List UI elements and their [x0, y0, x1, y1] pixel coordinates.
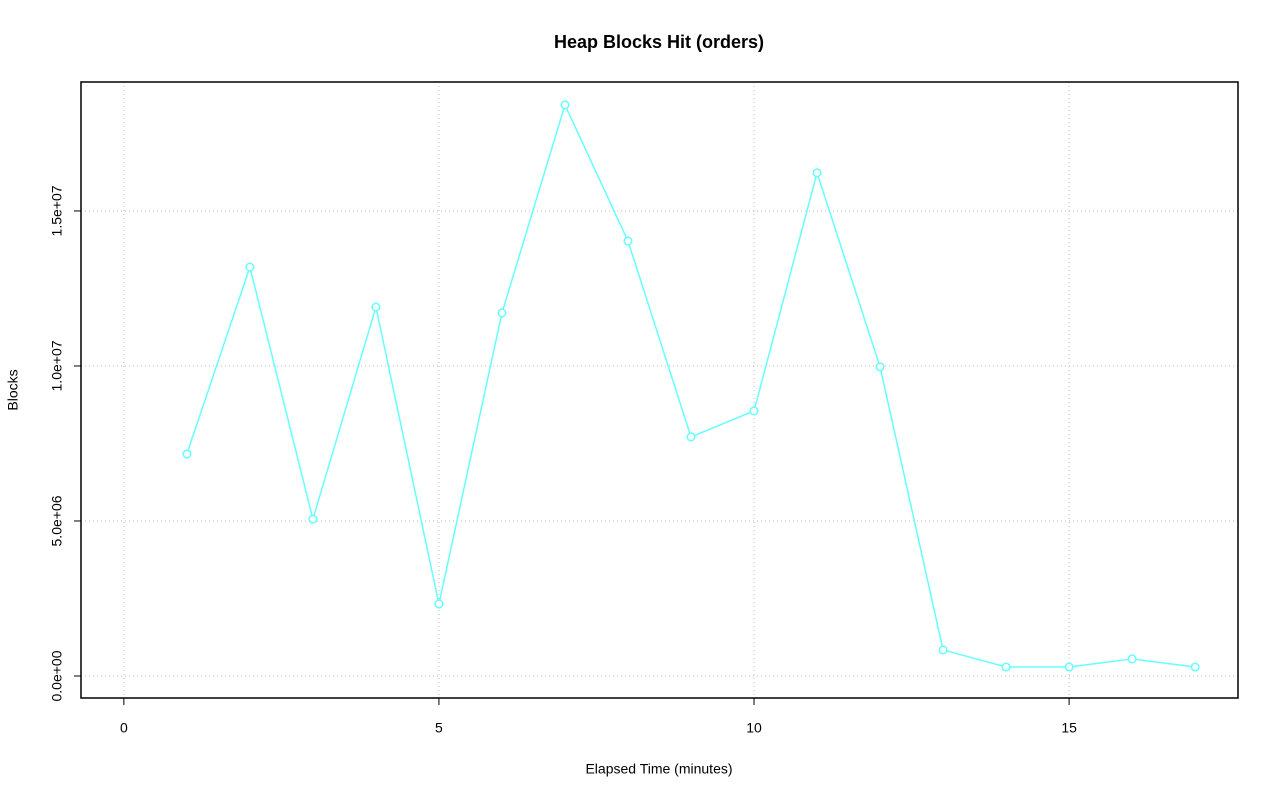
data-point [434, 599, 444, 609]
data-point [686, 432, 696, 442]
data-point [623, 236, 633, 246]
data-point [1190, 662, 1200, 672]
data-line [186, 102, 1196, 668]
y-axis-label: Blocks [5, 369, 21, 410]
x-tick-label: 15 [1061, 720, 1077, 736]
data-point [749, 406, 759, 416]
y-tick-label: 1.0e+07 [49, 340, 65, 391]
chart-title: Heap Blocks Hit (orders) [554, 32, 764, 52]
data-point [1064, 662, 1074, 672]
y-tick-label: 1.5e+07 [49, 185, 65, 236]
data-point [245, 262, 255, 272]
data-point [308, 514, 318, 524]
y-tick-label: 5.0e+06 [49, 495, 65, 546]
plot-frame [80, 81, 1239, 699]
y-tick-label: 0.0e+00 [49, 650, 65, 701]
data-point [560, 100, 570, 110]
x-tick-label: 5 [435, 720, 443, 736]
data-point [371, 302, 381, 312]
x-axis-label: Elapsed Time (minutes) [585, 761, 732, 777]
data-point [182, 449, 192, 459]
x-tick-label: 0 [120, 720, 128, 736]
data-point [875, 362, 885, 372]
data-point [1127, 654, 1137, 664]
data-point [497, 308, 507, 318]
data-point [812, 168, 822, 178]
data-point [938, 645, 948, 655]
x-tick-label: 10 [746, 720, 762, 736]
data-point [1001, 662, 1011, 672]
